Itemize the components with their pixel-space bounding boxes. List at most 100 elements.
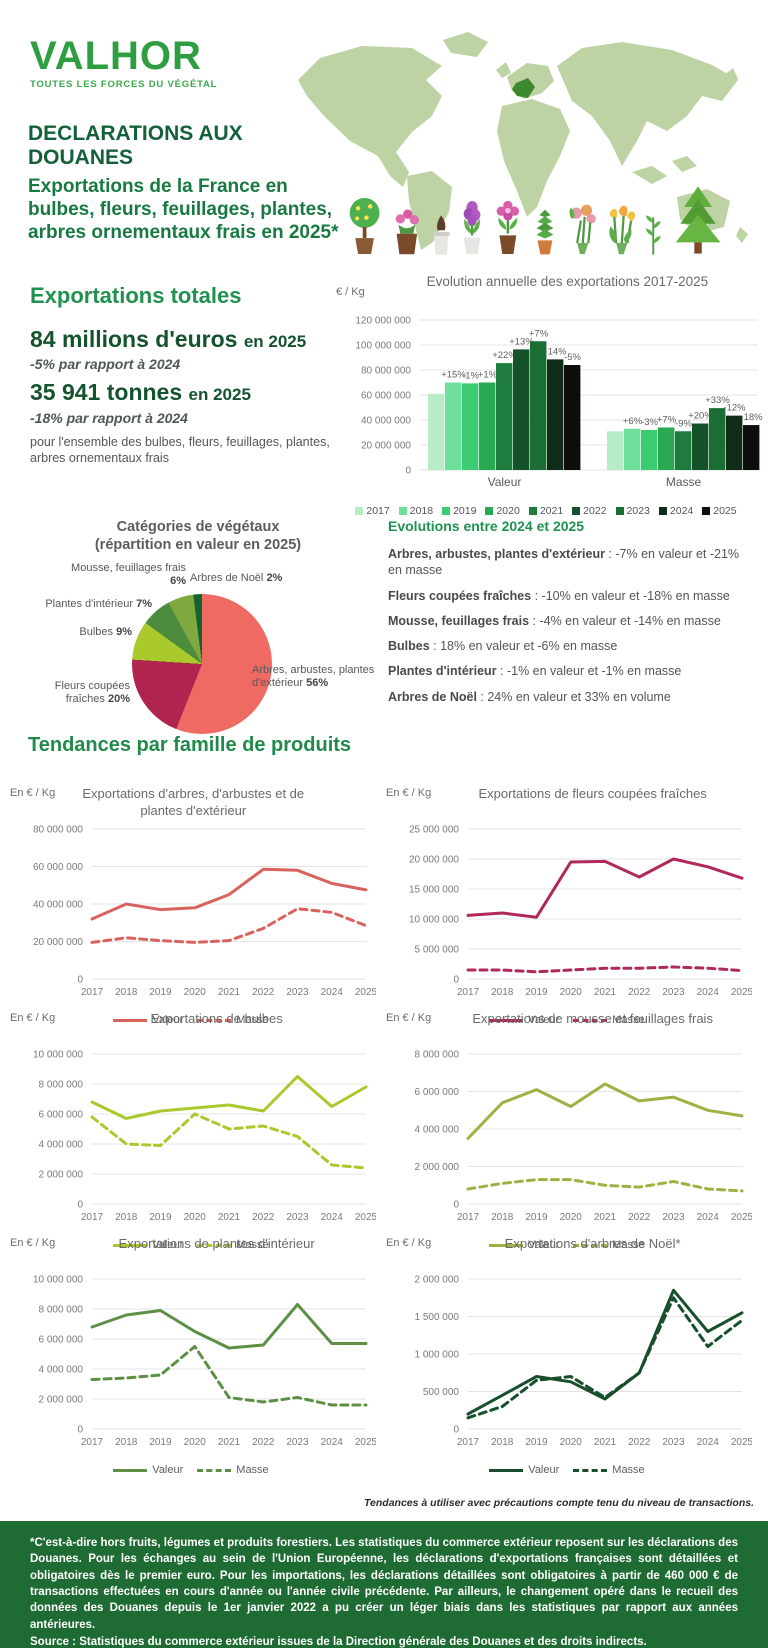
chart-legend: Valeur Masse xyxy=(382,1464,752,1476)
masse-line xyxy=(466,965,744,974)
bar-valeur-2018 xyxy=(445,382,462,470)
legend-year-2020: 2020 xyxy=(485,505,520,517)
legend-label: 2025 xyxy=(713,505,737,517)
sprig-icon xyxy=(646,215,662,255)
line-chart-svg: 0 2 000 000 4 000 000 6 000 000 8 000 000 10 … xyxy=(33,1050,378,1224)
svg-text:2 000 000: 2 000 000 xyxy=(39,1395,84,1406)
valeur-line-sample xyxy=(489,1468,524,1472)
svg-text:20 000 000: 20 000 000 xyxy=(33,937,83,948)
evolution-text: : -7% en valeur et -21% en masse xyxy=(388,547,740,578)
totals-mass-main: 35 941 tonnes xyxy=(30,379,183,406)
totals-value-year: en 2025 xyxy=(243,332,307,351)
svg-text:40 000 000: 40 000 000 xyxy=(33,900,83,911)
chart-title: Exportations de plantes d'intérieur xyxy=(118,1236,315,1251)
chart-header: En € / Kg Exportations d'arbres de Noël* xyxy=(382,1233,752,1271)
chart-legend: Valeur Masse xyxy=(6,1239,376,1251)
masse-line xyxy=(90,1112,368,1170)
bar-chart-header: € / Kg Evolution annuelle des exportatio… xyxy=(328,272,764,298)
legend-label: Masse xyxy=(236,1464,269,1476)
pie-label-pct: 6% xyxy=(170,575,186,588)
bar-valeur-2017 xyxy=(428,393,445,470)
masse-line xyxy=(466,1296,744,1420)
legend-label: Masse xyxy=(236,1239,269,1251)
legend-label: 2017 xyxy=(366,505,390,517)
svg-text:1 500 000: 1 500 000 xyxy=(415,1312,460,1323)
svg-text:2022: 2022 xyxy=(252,1212,275,1223)
svg-text:80 000 000: 80 000 000 xyxy=(33,825,83,836)
svg-text:-18%: -18% xyxy=(740,412,763,423)
legend-swatch xyxy=(355,507,364,515)
pie-title: Catégories de végétaux (répartition en v… xyxy=(4,518,392,554)
svg-text:2021: 2021 xyxy=(594,1437,617,1448)
chart-header: En € / Kg Exportations de plantes d'inté… xyxy=(6,1233,376,1271)
svg-text:2021: 2021 xyxy=(594,987,617,998)
line-chart-svg: 0 2 000 000 4 000 000 6 000 000 8 000 000 201… xyxy=(415,1050,754,1224)
svg-text:2 000 000: 2 000 000 xyxy=(415,1162,460,1173)
svg-text:2019: 2019 xyxy=(525,1437,548,1448)
bar-valeur-2020 xyxy=(479,382,496,470)
evolution-text: : -4% en valeur et -14% en masse xyxy=(529,613,721,628)
bar-masse-2020 xyxy=(658,427,675,470)
chart-unit-label: En € / Kg xyxy=(386,1237,432,1249)
svg-text:0: 0 xyxy=(77,1200,83,1211)
totals-value: 84 millions d'euros en 2025 xyxy=(30,326,330,352)
svg-text:10 000 000: 10 000 000 xyxy=(409,915,459,926)
chart-canvas: 0 5 000 000 10 000 000 15 000 000 20 000 000… xyxy=(382,821,754,1027)
plant-icons-row xyxy=(345,182,725,258)
masse-line-sample xyxy=(573,1018,608,1022)
masse-line-sample xyxy=(573,1468,608,1472)
totals-value-main: 84 millions d'euros xyxy=(30,326,238,352)
valeur-line xyxy=(466,857,744,919)
valhor-logo: VALHOR TOUTES LES FORCES DU VÉGÉTAL xyxy=(30,36,217,90)
legend-item: Valeur xyxy=(113,1464,183,1476)
potted-flower-icon xyxy=(497,200,520,255)
svg-text:2021: 2021 xyxy=(594,1212,617,1223)
valeur-line-sample xyxy=(489,1018,524,1022)
bar-chart-title: Evolution annuelle des exportations 2017… xyxy=(426,274,709,289)
bar-chart-unit-label: € / Kg xyxy=(336,286,365,298)
legend-item: Valeur xyxy=(113,1014,183,1026)
svg-text:100 000 000: 100 000 000 xyxy=(355,341,411,352)
line-chart-fleurs-coupees: En € / Kg Exportations de fleurs coupées… xyxy=(382,783,754,1027)
svg-text:8 000 000: 8 000 000 xyxy=(415,1050,460,1061)
svg-text:0: 0 xyxy=(77,1425,83,1436)
svg-text:2019: 2019 xyxy=(525,987,548,998)
valeur-line xyxy=(90,1303,368,1350)
evolution-text: : 24% en valeur et 33% en volume xyxy=(476,689,671,704)
pie-label-bulbes: Bulbes 9% xyxy=(42,626,132,639)
evolution-text: : -10% en valeur et -18% en masse xyxy=(531,588,730,603)
legend-label: 2019 xyxy=(453,505,477,517)
pie-label-mousse: Mousse, feuillages frais 6% xyxy=(56,562,186,588)
pie-label-pct: 9% xyxy=(116,626,132,638)
svg-text:2020: 2020 xyxy=(560,1212,583,1223)
svg-text:2020: 2020 xyxy=(560,1437,583,1448)
logo-text: VALHOR xyxy=(30,34,202,78)
evolution-item: Bulbes : 18% en valeur et -6% en masse xyxy=(388,638,750,654)
chart-unit-label: En € / Kg xyxy=(10,1012,56,1024)
svg-text:2018: 2018 xyxy=(491,987,514,998)
svg-text:40 000 000: 40 000 000 xyxy=(361,416,411,427)
potted-plant-icon xyxy=(536,209,554,255)
masse-line xyxy=(90,907,368,944)
chart-legend: Valeur Masse xyxy=(382,1239,752,1251)
svg-text:2023: 2023 xyxy=(286,1212,309,1223)
svg-text:2017: 2017 xyxy=(81,1437,104,1448)
bar-chart-svg: 0 20 000 000 40 000 000 60 000 000 80 000 00… xyxy=(355,316,763,490)
bar-valeur-2019 xyxy=(462,383,479,470)
valeur-line-sample xyxy=(113,1243,148,1247)
legend-year-2018: 2018 xyxy=(398,505,433,517)
legend-label: Valeur xyxy=(152,1239,184,1251)
evolution-label: Arbres, arbustes, plantes d'extérieur xyxy=(388,547,605,561)
svg-text:2018: 2018 xyxy=(491,1437,514,1448)
bar-masse-2019 xyxy=(641,430,658,470)
totals-mass-change: -18% par rapport à 2024 xyxy=(30,409,188,426)
svg-text:2022: 2022 xyxy=(628,1437,651,1448)
pie-label-arbres-noel: Arbres de Noël 2% xyxy=(190,572,340,585)
totals-heading: Exportations totales xyxy=(30,283,242,308)
masse-line-sample xyxy=(573,1243,608,1247)
evolution-item: Arbres de Noël : 24% en valeur et 33% en… xyxy=(388,689,750,705)
svg-text:2022: 2022 xyxy=(252,987,275,998)
legend-item: Masse xyxy=(573,1239,645,1251)
annual-evolution-chart: € / Kg Evolution annuelle des exportatio… xyxy=(328,272,764,517)
evolution-label: Mousse, feuillages frais xyxy=(388,613,530,628)
